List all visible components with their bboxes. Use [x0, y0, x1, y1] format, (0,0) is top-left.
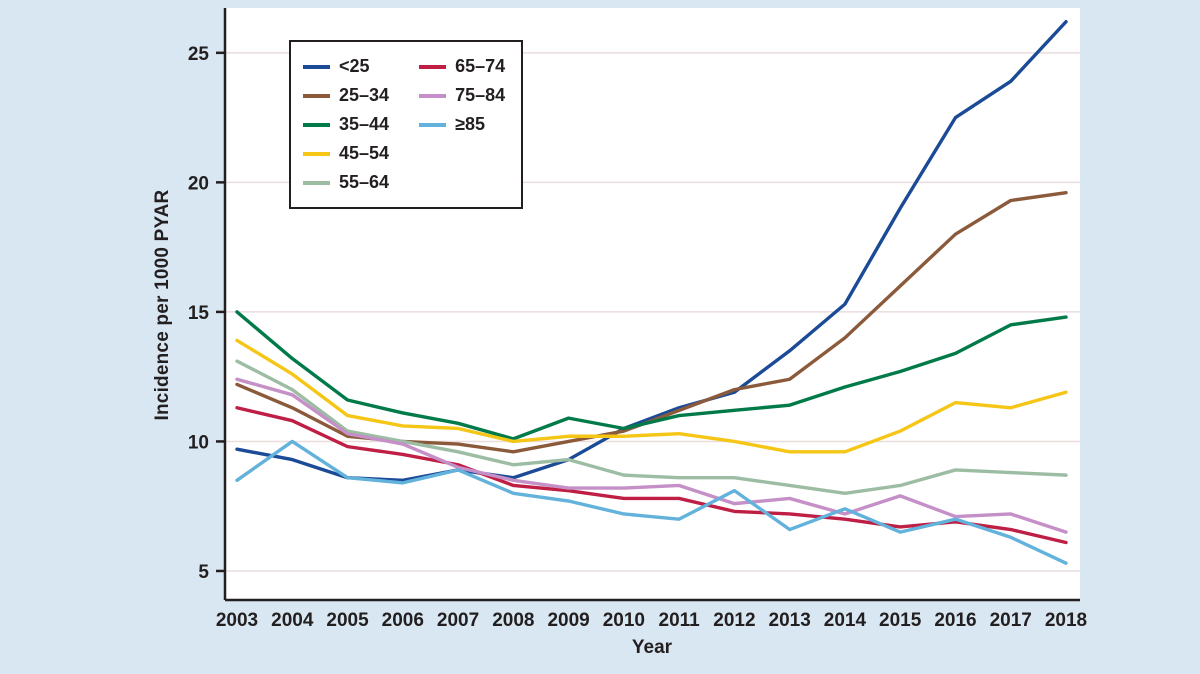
series-line-≥85 [235, 439, 1068, 565]
legend-label: 55–64 [339, 172, 390, 192]
y-tick-label: 20 [188, 173, 209, 194]
legend-label: 45–54 [339, 143, 390, 163]
legend-label: <25 [339, 56, 370, 76]
legend-item: 45–54 [303, 143, 389, 164]
x-tick-label: 2017 [990, 610, 1032, 631]
legend-label: 75–84 [455, 85, 506, 105]
legend-label: 65–74 [455, 56, 506, 76]
legend-label: ≥85 [455, 114, 485, 134]
x-tick-label: 2015 [879, 610, 922, 631]
legend-label: 25–34 [339, 85, 390, 105]
legend-swatch [303, 64, 330, 69]
y-tick-label: 15 [188, 303, 210, 324]
series-line-55–64 [235, 359, 1068, 495]
x-tick-label: 2016 [934, 610, 976, 631]
x-tick-label: 2014 [824, 610, 867, 631]
y-tick-label: 10 [188, 432, 209, 453]
y-axis-title: Incidence per 1000 PYAR [152, 189, 173, 421]
x-tick-label: 2018 [1045, 610, 1087, 631]
legend-swatch [303, 122, 330, 127]
legend-swatch [303, 151, 330, 156]
x-axis-title: Year [631, 637, 673, 658]
x-tick-label: 2013 [769, 610, 811, 631]
x-tick-label: 2011 [659, 610, 701, 631]
x-tick-label: 2010 [603, 610, 645, 631]
series-line-35–44 [235, 310, 1068, 441]
x-tick-label: 2012 [713, 610, 755, 631]
x-tick-label: 2008 [492, 610, 534, 631]
legend-item: 65–74 [419, 56, 505, 77]
legend-swatch [419, 122, 447, 127]
x-tick-label: 2007 [437, 610, 479, 631]
legend-swatch [419, 64, 447, 69]
legend-swatch [303, 180, 330, 185]
series-line-75–84 [235, 377, 1068, 534]
x-tick-label: 2003 [216, 610, 258, 631]
legend-item: 35–44 [303, 114, 389, 135]
y-tick-label: 25 [188, 44, 210, 65]
x-tick-label: 2005 [326, 610, 369, 631]
legend-item: ≥85 [419, 114, 505, 135]
legend: <25 25–34 35–44 45–54 55–64 65–74 75–84 ≥85 [289, 40, 524, 209]
legend-item: 25–34 [303, 85, 389, 106]
x-tick-label: 2009 [547, 610, 589, 631]
legend-item: 75–84 [419, 85, 505, 106]
legend-item: 55–64 [303, 172, 389, 193]
legend-swatch [419, 93, 447, 98]
x-tick-label: 2004 [271, 610, 314, 631]
legend-item: <25 [303, 56, 389, 77]
series-line-45–54 [235, 338, 1068, 454]
x-tick-label: 2006 [382, 610, 424, 631]
y-tick-label: 5 [198, 562, 209, 583]
legend-label: 35–44 [339, 114, 390, 134]
legend-swatch [303, 93, 330, 98]
